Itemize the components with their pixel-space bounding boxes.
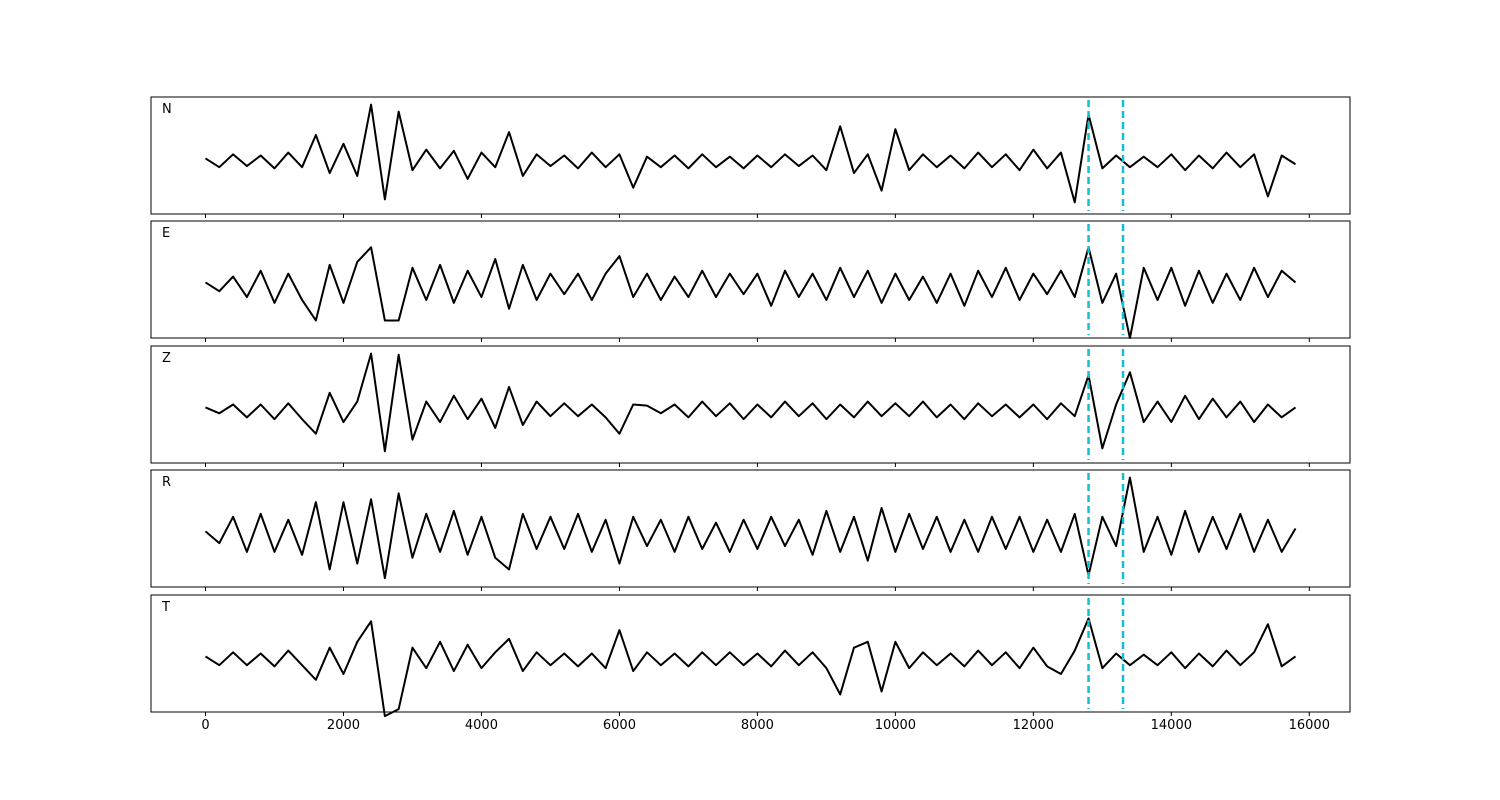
- panel-label: Z: [162, 351, 171, 366]
- trace: [204, 476, 1297, 580]
- panel-label: N: [162, 102, 172, 117]
- trace: [205, 352, 1297, 453]
- panel-label: R: [162, 475, 171, 490]
- x-tick-label: 12000: [1013, 718, 1054, 733]
- trace: [204, 617, 1297, 718]
- panel-frame: [150, 96, 1351, 215]
- x-tick-label: 16000: [1289, 718, 1330, 733]
- panel-frame: [150, 594, 1351, 713]
- x-tick-label: 0: [201, 718, 209, 733]
- x-tick-label: 8000: [741, 718, 774, 733]
- x-tick-label: 14000: [1151, 718, 1192, 733]
- panel-label: T: [161, 600, 170, 615]
- x-tick-label: 4000: [465, 718, 498, 733]
- x-tick-label: 6000: [603, 718, 636, 733]
- trace: [204, 103, 1297, 204]
- trace: [204, 246, 1297, 339]
- panel-label: E: [162, 226, 170, 241]
- x-tick-label: 2000: [327, 718, 360, 733]
- panel-frame: [150, 220, 1351, 339]
- panel-frame: [150, 345, 1351, 464]
- panel-frame: [150, 469, 1351, 588]
- x-tick-label: 10000: [875, 718, 916, 733]
